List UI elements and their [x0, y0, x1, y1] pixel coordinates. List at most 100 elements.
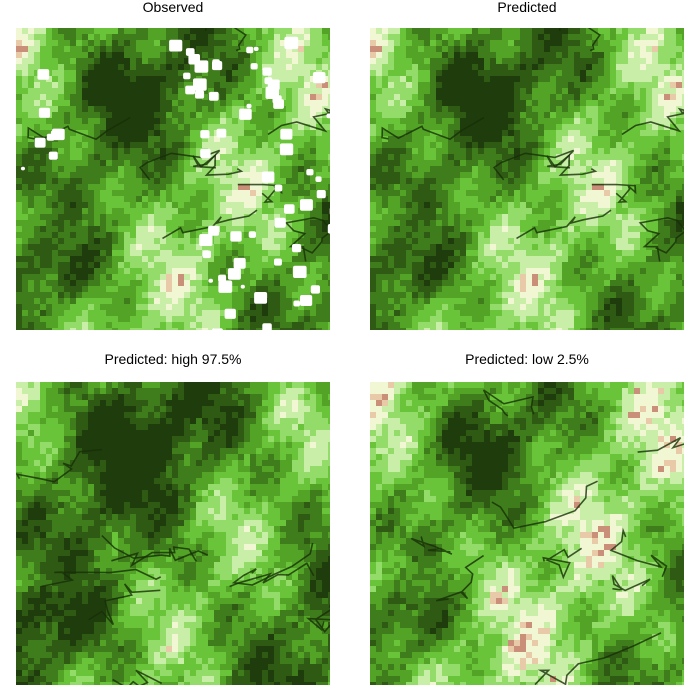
- raster-cell: [634, 142, 640, 148]
- raster-cell: [418, 208, 424, 214]
- raster-cell: [580, 202, 586, 208]
- raster-cell: [208, 40, 214, 46]
- raster-cell: [70, 250, 76, 256]
- raster-cell: [658, 88, 664, 94]
- raster-cell: [388, 82, 394, 88]
- raster-cell: [250, 76, 256, 82]
- raster-cell: [226, 82, 232, 88]
- raster-cell: [676, 172, 682, 178]
- raster-cell: [454, 118, 460, 124]
- raster-cell: [604, 208, 610, 214]
- raster-cell: [40, 154, 46, 160]
- raster-cell: [448, 262, 454, 268]
- raster-cell: [514, 64, 520, 70]
- raster-cell: [634, 262, 640, 268]
- raster-cell: [682, 172, 684, 178]
- missing-data-gap: [37, 69, 50, 80]
- raster-cell: [232, 316, 238, 322]
- raster-cell: [586, 238, 592, 244]
- raster-cell: [586, 190, 592, 196]
- raster-cell: [484, 28, 490, 34]
- raster-cell: [520, 178, 526, 184]
- raster-map: [370, 28, 684, 330]
- raster-cell: [148, 160, 154, 166]
- raster-cell: [310, 178, 316, 184]
- raster-cell: [148, 280, 154, 286]
- raster-cell: [628, 52, 634, 58]
- raster-cell: [478, 232, 484, 238]
- raster-cell: [28, 112, 34, 118]
- raster-image: [370, 28, 684, 330]
- raster-cell: [280, 34, 286, 40]
- raster-cell: [466, 154, 472, 160]
- raster-cell: [28, 304, 34, 310]
- raster-cell: [670, 136, 676, 142]
- raster-cell: [442, 94, 448, 100]
- raster-cell: [658, 232, 664, 238]
- raster-cell: [430, 136, 436, 142]
- raster-cell: [148, 100, 154, 106]
- raster-cell: [418, 46, 424, 52]
- raster-cell: [574, 250, 580, 256]
- raster-cell: [466, 172, 472, 178]
- raster-cell: [478, 124, 484, 130]
- raster-cell: [526, 226, 532, 232]
- raster-cell: [388, 214, 394, 220]
- raster-cell: [676, 262, 682, 268]
- raster-cell: [610, 142, 616, 148]
- raster-cell: [34, 82, 40, 88]
- raster-cell: [274, 52, 280, 58]
- raster-cell: [556, 226, 562, 232]
- raster-cell: [478, 130, 484, 136]
- raster-cell: [490, 154, 496, 160]
- raster-cell: [142, 262, 148, 268]
- raster-cell: [208, 268, 214, 274]
- raster-cell: [100, 316, 106, 322]
- raster-cell: [526, 70, 532, 76]
- raster-cell: [556, 274, 562, 280]
- raster-cell: [256, 250, 262, 256]
- raster-cell: [670, 148, 676, 154]
- raster-cell: [112, 274, 118, 280]
- raster-cell: [106, 238, 112, 244]
- raster-cell: [244, 28, 250, 34]
- raster-cell: [550, 172, 556, 178]
- raster-cell: [82, 28, 88, 34]
- raster-cell: [556, 40, 562, 46]
- raster-cell: [184, 256, 190, 262]
- raster-cell: [250, 136, 256, 142]
- raster-cell: [580, 70, 586, 76]
- raster-cell: [76, 172, 82, 178]
- raster-cell: [310, 256, 316, 262]
- raster-cell: [556, 76, 562, 82]
- raster-cell: [100, 310, 106, 316]
- raster-cell: [682, 46, 684, 52]
- raster-cell: [214, 250, 220, 256]
- raster-cell: [130, 34, 136, 40]
- raster-cell: [394, 112, 400, 118]
- raster-cell: [160, 232, 166, 238]
- raster-cell: [454, 136, 460, 142]
- raster-cell: [310, 238, 316, 244]
- raster-cell: [202, 88, 208, 94]
- raster-cell: [46, 148, 52, 154]
- raster-cell: [46, 28, 52, 34]
- raster-cell: [322, 46, 328, 52]
- raster-cell: [562, 256, 568, 262]
- raster-cell: [202, 94, 208, 100]
- raster-cell: [604, 106, 610, 112]
- raster-cell: [442, 172, 448, 178]
- raster-cell: [52, 166, 58, 172]
- raster-cell: [640, 142, 646, 148]
- raster-cell: [94, 142, 100, 148]
- raster-cell: [184, 94, 190, 100]
- raster-cell: [82, 190, 88, 196]
- raster-cell: [304, 160, 310, 166]
- raster-cell: [178, 52, 184, 58]
- raster-cell: [664, 154, 670, 160]
- raster-cell: [76, 238, 82, 244]
- raster-cell: [148, 130, 154, 136]
- raster-cell: [544, 118, 550, 124]
- raster-cell: [634, 160, 640, 166]
- raster-cell: [454, 274, 460, 280]
